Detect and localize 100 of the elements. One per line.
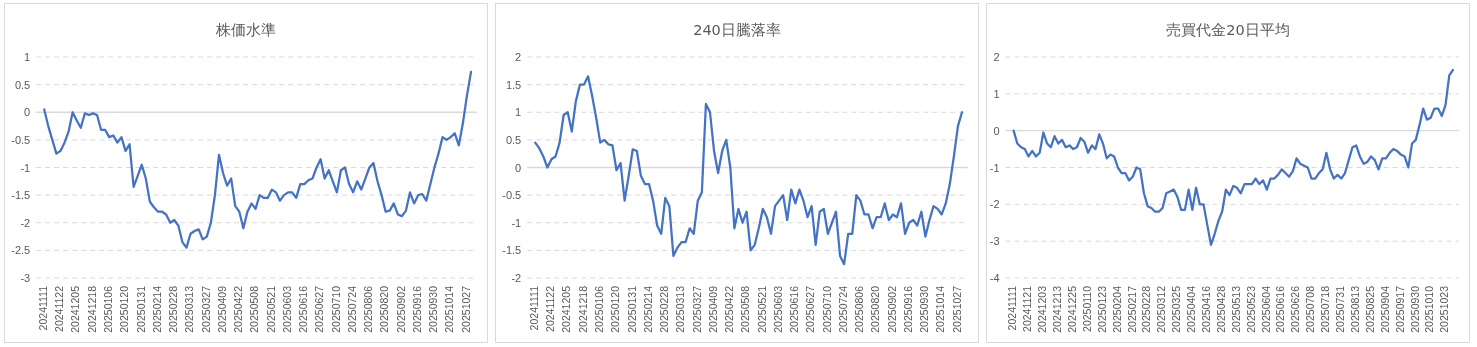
x-tick-label: 20250131 [134, 285, 147, 333]
x-tick-label: 20250916 [410, 285, 423, 333]
y-tick-label: 1.5 [505, 78, 522, 91]
x-tick-label: 20250327 [690, 285, 703, 333]
x-tick-label: 20250604 [1259, 285, 1272, 333]
x-tick-label: 20251023 [1438, 285, 1451, 333]
y-tick-label: -3 [989, 235, 1000, 248]
x-tick-label: 20241218 [85, 285, 98, 333]
x-tick-label: 20241213 [1051, 285, 1064, 333]
x-tick-label: 20250616 [297, 285, 310, 333]
y-tick-label: -2 [989, 198, 1000, 211]
y-tick-label: -0.5 [502, 189, 522, 202]
x-tick-label: 20250917 [1393, 285, 1406, 333]
y-tick-label: -1 [511, 216, 522, 229]
x-tick-label: 20250616 [1274, 285, 1287, 333]
x-tick-label: 20250422 [232, 285, 245, 333]
y-tick-label: -0.5 [11, 133, 31, 146]
x-tick-label: 20250523 [1244, 285, 1257, 333]
x-tick-label: 20250508 [248, 285, 261, 333]
y-tick-label: 1 [515, 106, 522, 119]
x-tick-label: 20241111 [36, 285, 49, 331]
x-tick-label: 20251010 [1423, 285, 1436, 333]
x-tick-label: 20250409 [706, 285, 719, 333]
x-tick-label: 20250806 [853, 285, 866, 333]
x-tick-label: 20250916 [901, 285, 914, 333]
x-tick-label: 20251014 [443, 285, 456, 333]
x-tick-label: 20250825 [1363, 285, 1376, 333]
x-tick-label: 20250626 [1289, 285, 1302, 333]
x-tick-label: 20250710 [329, 285, 342, 333]
y-tick-label: 0.5 [14, 78, 31, 91]
x-tick-label: 20250428 [1214, 285, 1227, 333]
x-tick-label: 20241122 [53, 285, 66, 332]
x-tick-label: 20250123 [1095, 285, 1108, 333]
x-tick-label: 20250508 [739, 285, 752, 333]
x-tick-label: 20250731 [1334, 285, 1347, 333]
y-tick-label: -1 [20, 161, 31, 174]
y-tick-label: -1.5 [502, 244, 522, 257]
x-tick-label: 20250214 [641, 285, 654, 333]
x-tick-label: 20250521 [264, 285, 277, 333]
x-tick-label: 20250930 [918, 285, 931, 333]
x-tick-label: 20241122 [544, 285, 557, 332]
y-tick-label: 1 [24, 51, 31, 63]
x-tick-label: 20250325 [1170, 285, 1183, 333]
x-tick-label: 20250724 [836, 285, 849, 333]
y-tick-label: -1 [989, 161, 1000, 174]
x-tick-label: 20250422 [723, 285, 736, 333]
x-tick-label: 20250627 [313, 285, 326, 333]
x-tick-label: 20250930 [427, 285, 440, 333]
x-tick-label: 20250710 [820, 285, 833, 333]
x-tick-label: 20241205 [560, 285, 573, 333]
x-tick-label: 20250806 [362, 285, 375, 333]
x-tick-label: 20251027 [950, 285, 963, 333]
x-tick-label: 20250204 [1110, 285, 1123, 333]
x-tick-label: 20241111 [1006, 285, 1019, 331]
x-tick-label: 20251014 [934, 285, 947, 333]
x-tick-label: 20250902 [885, 285, 898, 333]
x-tick-label: 20250228 [658, 285, 671, 333]
x-tick-label: 20250718 [1319, 285, 1332, 333]
x-tick-label: 20250820 [869, 285, 882, 333]
x-tick-label: 20250521 [755, 285, 768, 333]
x-tick-label: 20250724 [345, 285, 358, 333]
x-tick-label: 20250120 [609, 285, 622, 333]
y-tick-label: 0 [24, 106, 31, 119]
x-tick-label: 20250616 [788, 285, 801, 333]
x-tick-label: 20250327 [199, 285, 212, 333]
y-tick-label: 2 [993, 51, 1000, 63]
x-tick-label: 20251027 [459, 285, 472, 333]
x-tick-label: 20250513 [1229, 285, 1242, 333]
y-tick-label: -1.5 [11, 189, 31, 202]
x-tick-label: 20250813 [1348, 285, 1361, 333]
y-tick-label: -3 [20, 272, 31, 284]
x-tick-label: 20250228 [167, 285, 180, 333]
x-tick-label: 20250902 [394, 285, 407, 333]
y-tick-label: -2 [20, 216, 31, 229]
x-tick-label: 20241121 [1021, 285, 1034, 332]
x-tick-label: 20250603 [280, 285, 293, 333]
x-tick-label: 20250106 [593, 285, 606, 333]
x-tick-label: 20250404 [1185, 285, 1198, 333]
y-tick-label: 0 [993, 124, 1000, 137]
x-tick-label: 20250131 [625, 285, 638, 333]
y-tick-label: 2 [515, 51, 522, 63]
x-tick-label: 20250106 [102, 285, 115, 333]
y-tick-label: -4 [989, 272, 1000, 284]
x-tick-label: 20241111 [527, 285, 540, 331]
x-tick-label: 20250416 [1200, 285, 1213, 333]
x-tick-label: 20241218 [576, 285, 589, 333]
chart-title: 売買代金20日平均 [1166, 22, 1290, 38]
x-tick-label: 20250110 [1080, 285, 1093, 332]
x-tick-label: 20241225 [1065, 285, 1078, 333]
y-tick-label: -2 [511, 272, 522, 284]
x-tick-label: 20250603 [771, 285, 784, 333]
x-tick-label: 20250409 [215, 285, 228, 333]
x-tick-label: 20250228 [1140, 285, 1153, 333]
y-tick-label: 0.5 [505, 133, 522, 146]
x-tick-label: 20241203 [1036, 285, 1049, 333]
chart-title: 240日騰落率 [693, 22, 781, 38]
x-tick-label: 20250708 [1304, 285, 1317, 333]
x-tick-label: 20250930 [1408, 285, 1421, 333]
x-tick-label: 20250313 [674, 285, 687, 333]
y-tick-label: -2.5 [11, 244, 31, 257]
